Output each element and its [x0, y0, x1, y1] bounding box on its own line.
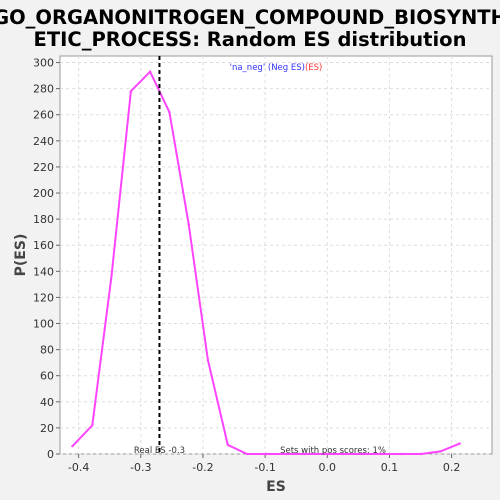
data-point — [439, 450, 442, 453]
legend-label-neg-es: (Neg ES) — [265, 63, 305, 73]
chart-title-line-2: ETIC_PROCESS: Random ES distribution — [34, 28, 467, 51]
pos-scores-annotation: Sets with pos scores: 1% — [280, 446, 386, 456]
data-point — [265, 452, 268, 456]
y-tick-label: 280 — [33, 83, 54, 96]
y-tick-label: 20 — [40, 422, 54, 435]
y-tick-label: 140 — [33, 265, 54, 278]
data-point — [380, 452, 384, 456]
real-es-label: Real ES -0.3 — [134, 446, 185, 456]
x-tick-label: 0.2 — [443, 461, 461, 474]
data-point — [187, 223, 190, 226]
y-tick-label: 200 — [33, 187, 54, 200]
data-point — [342, 452, 345, 456]
y-tick-label: 80 — [40, 344, 54, 357]
x-tick-label: 0.0 — [319, 461, 337, 474]
y-tick-label: 120 — [33, 291, 54, 304]
x-tick-label: -0.3 — [130, 461, 151, 474]
y-tick-label: 220 — [33, 161, 54, 174]
data-point — [71, 444, 74, 448]
data-points — [71, 70, 461, 456]
data-point — [400, 452, 404, 456]
y-tick-label: 300 — [33, 57, 54, 70]
chart-title-line-1: GO_ORGANONITROGEN_COMPOUND_BIOSYNTH — [0, 6, 500, 29]
x-axis-ticks: -0.4 -0.3 -0.2 -0.1 0.0 0.1 0.2 — [68, 454, 460, 474]
data-point — [322, 452, 326, 456]
y-axis-ticks: 0 20 40 60 80 100 120 140 160 180 200 220 240 260 280 3… — [33, 57, 60, 461]
data-point — [419, 452, 423, 456]
plot-area — [59, 55, 493, 455]
legend: 'na_neg' (Neg ES)(ES) — [230, 63, 323, 73]
data-point — [110, 274, 113, 277]
y-tick-label: 160 — [33, 239, 54, 252]
y-axis-label: P(ES) — [13, 234, 29, 277]
legend-label-prefix: 'na_neg' — [230, 63, 266, 73]
legend-label-es: (ES) — [305, 63, 322, 73]
y-tick-label: 100 — [33, 318, 54, 331]
y-tick-label: 260 — [33, 109, 54, 122]
grid-lines — [60, 56, 492, 455]
data-point — [206, 358, 210, 362]
data-point — [168, 110, 171, 114]
y-tick-label: 0 — [47, 448, 54, 461]
x-tick-label: -0.4 — [68, 461, 89, 474]
data-point — [129, 90, 133, 93]
data-point — [303, 452, 307, 456]
y-tick-label: 40 — [40, 396, 54, 409]
y-tick-label: 60 — [40, 370, 54, 383]
data-point — [91, 424, 94, 427]
data-point — [458, 442, 461, 445]
x-tick-label: -0.1 — [254, 461, 275, 474]
x-axis-label: ES — [266, 479, 286, 495]
data-point — [245, 452, 249, 456]
y-tick-label: 240 — [33, 135, 54, 148]
data-point — [226, 443, 230, 447]
x-tick-label: -0.2 — [192, 461, 213, 474]
data-point — [148, 70, 152, 73]
data-point — [361, 452, 364, 456]
data-point — [284, 452, 287, 456]
y-tick-label: 180 — [33, 213, 54, 226]
x-tick-label: 0.1 — [381, 461, 399, 474]
